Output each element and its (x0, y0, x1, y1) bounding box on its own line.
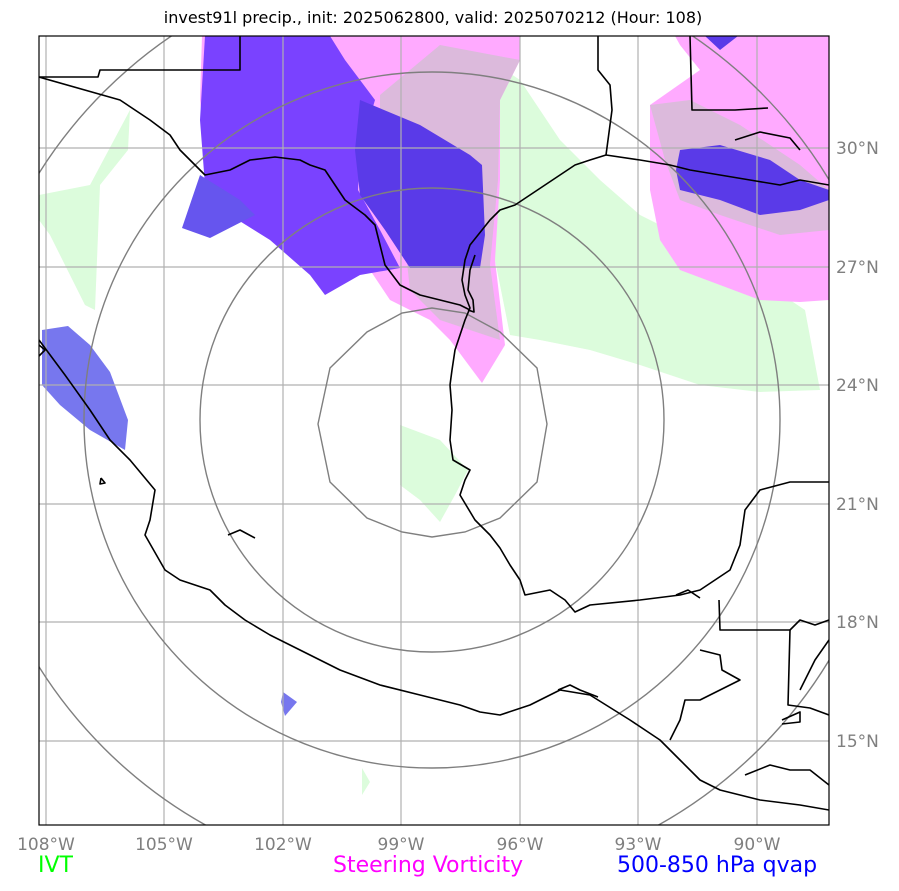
lat-tick-labels: 30°N 27°N 24°N 21°N 18°N 15°N (836, 139, 879, 752)
legend-vorticity: Steering Vorticity (333, 853, 524, 878)
lon-tick-label: 99°W (378, 835, 425, 855)
gridlines (39, 36, 829, 825)
lon-tick-label: 102°W (254, 835, 312, 855)
lat-tick-label: 30°N (836, 139, 879, 159)
lon-tick-label: 105°W (135, 835, 193, 855)
qvap-shading (42, 36, 829, 716)
coastlines (39, 36, 829, 811)
lat-tick-label: 18°N (836, 613, 879, 633)
legend-ivt: IVT (38, 853, 73, 878)
lon-tick-label: 90°W (734, 835, 781, 855)
map-frame (38, 35, 830, 826)
ivt-shading (39, 70, 820, 795)
lon-tick-label: 96°W (497, 835, 544, 855)
lon-tick-labels: 108°W 105°W 102°W 99°W 96°W 93°W 90°W (17, 835, 781, 855)
lat-tick-label: 21°N (836, 495, 879, 515)
lon-tick-label: 93°W (615, 835, 662, 855)
lon-tick-label: 108°W (17, 835, 75, 855)
lat-tick-label: 15°N (836, 732, 879, 752)
map-title: invest91l precip., init: 2025062800, val… (163, 8, 703, 27)
legend-qvap: 500-850 hPa qvap (617, 853, 818, 878)
lat-tick-label: 27°N (836, 258, 879, 278)
lat-tick-label: 24°N (836, 376, 879, 396)
